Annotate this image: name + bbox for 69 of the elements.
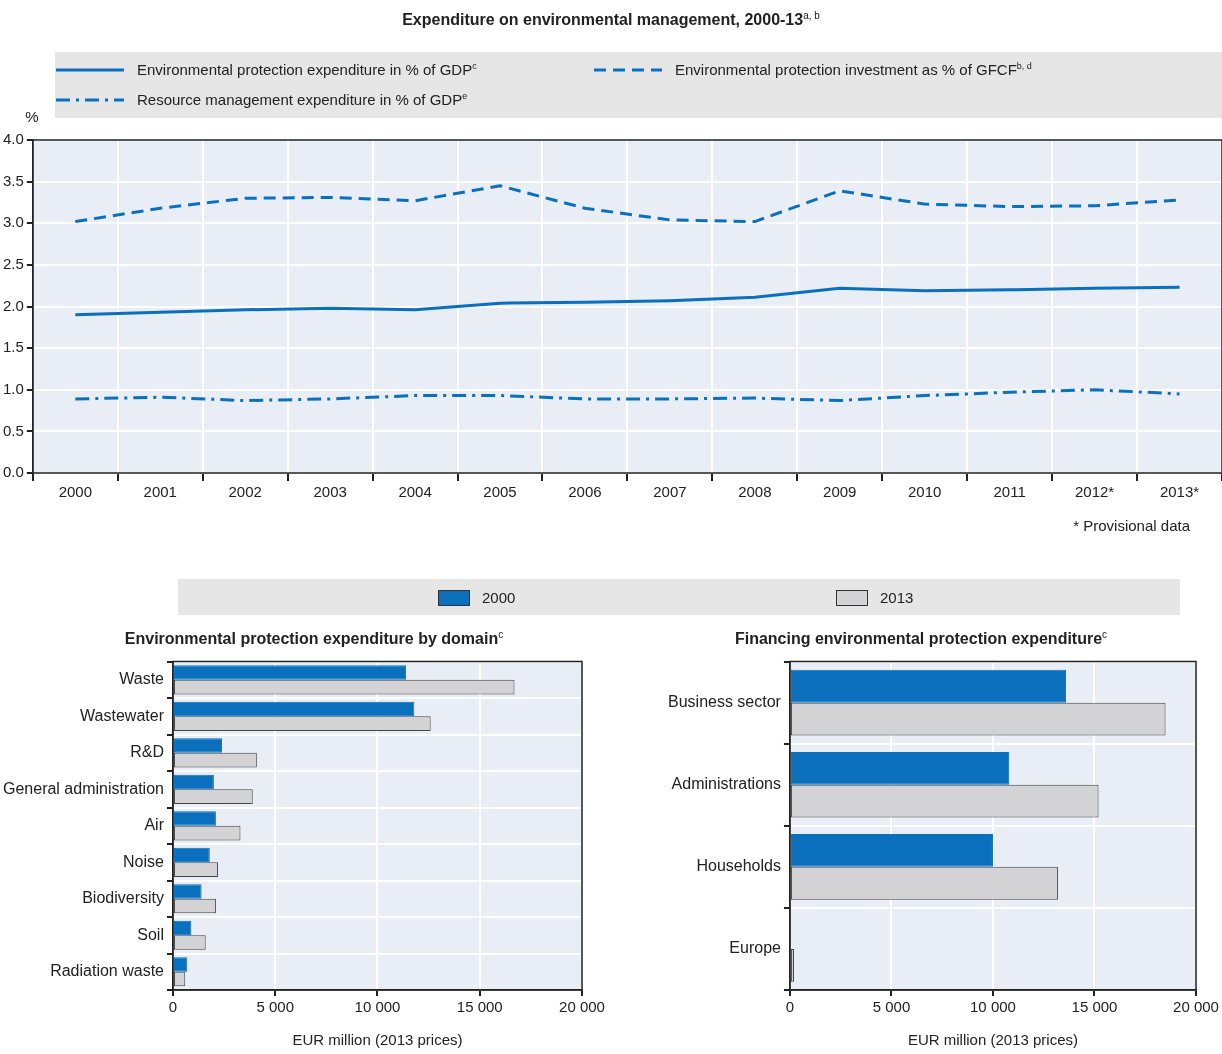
y-tick-label: 1.5	[2, 338, 24, 356]
x-tick-label: 2013*	[1159, 483, 1200, 501]
y-tick-label: 3.0	[2, 213, 24, 231]
x-tick-label: 20 000	[1173, 998, 1219, 1016]
y-tick-label: 2.5	[2, 255, 24, 273]
y-tick-label: Administrations	[671, 775, 781, 793]
y-tick-label: General administration	[3, 779, 164, 797]
legend-label: 2013	[880, 589, 914, 606]
bar	[790, 834, 993, 867]
bar	[790, 669, 1067, 703]
x-tick-label: 10 000	[970, 998, 1016, 1016]
x-axis-title: EUR million (2013 prices)	[907, 1031, 1078, 1049]
y-tick-label: 0.0	[2, 463, 24, 481]
legend-label: Resource management expenditure in % of GDP$^{e}$	[137, 91, 468, 108]
y-tick-label: Radiation waste	[50, 962, 165, 980]
bar	[173, 738, 223, 753]
x-tick-label: 2007	[653, 483, 687, 501]
x-tick-label: 20 000	[559, 998, 605, 1016]
bar	[173, 774, 214, 790]
legend-label: 2000	[482, 589, 516, 606]
x-tick-label: 2012*	[1074, 483, 1115, 501]
x-tick-label: 15 000	[456, 998, 503, 1016]
y-tick-label: R&D	[130, 743, 164, 761]
y-tick-label: Wastewater	[80, 706, 165, 724]
y-tick-label: Soil	[137, 925, 164, 943]
y-tick-label: 2.0	[2, 296, 24, 314]
line-series	[73, 388, 1182, 403]
y-tick-label: Business sector	[668, 693, 782, 711]
y-axis-title: %	[25, 108, 39, 125]
x-axis-title: EUR million (2013 prices)	[292, 1031, 463, 1049]
x-tick-label: 2002	[228, 483, 262, 501]
chart-title: Expenditure on environmental management, 2000-13$^{a, b}$	[401, 10, 821, 30]
bar	[173, 884, 202, 899]
chart-title: Financing environmental protection expenditure$^{c}$	[733, 629, 1109, 649]
y-tick-label: 4.0	[2, 130, 24, 148]
x-tick-label: 2008	[738, 483, 772, 501]
x-tick-label: 2006	[568, 483, 602, 501]
x-tick-label: 5 000	[872, 998, 911, 1016]
x-tick-label: 2011	[993, 483, 1026, 501]
x-tick-label: 5 000	[256, 998, 294, 1016]
legend-label: Environmental protection expenditure in % of GDP$^{c}$	[137, 61, 477, 78]
x-tick-label: 0	[168, 998, 178, 1016]
y-tick-label: Europe	[729, 939, 782, 957]
text: * Provisional data	[1073, 517, 1190, 534]
y-tick-label: 0.5	[2, 421, 24, 439]
x-tick-label: 2005	[483, 483, 517, 501]
bar	[173, 665, 407, 680]
y-tick-label: 3.5	[2, 171, 24, 189]
x-tick-label: 2003	[313, 483, 347, 501]
x-tick-label: 2001	[143, 483, 177, 501]
x-tick-label: 0	[785, 998, 795, 1016]
x-tick-label: 15 000	[1071, 998, 1118, 1016]
x-tick-label: 2010	[908, 483, 942, 501]
x-tick-label: 2000	[58, 483, 93, 501]
y-tick-label: Biodiversity	[82, 889, 164, 907]
chart-title: Environmental protection expenditure by domain$^{c}$	[123, 629, 505, 649]
x-tick-label: 2004	[398, 483, 432, 501]
y-tick-label: 1.0	[2, 379, 24, 397]
y-tick-label: Noise	[123, 852, 165, 870]
x-tick-label: 2009	[823, 483, 857, 501]
legend-label: Environmental protection investment as % of GFCF$^{b, d}$	[675, 61, 1032, 78]
bar	[173, 847, 210, 863]
bar	[173, 701, 415, 717]
bar	[790, 751, 1010, 785]
bar	[173, 811, 216, 826]
y-tick-label: Air	[144, 816, 165, 834]
y-tick-label: Households	[696, 857, 781, 875]
y-tick-label: Waste	[119, 670, 165, 688]
x-tick-label: 10 000	[354, 998, 401, 1016]
